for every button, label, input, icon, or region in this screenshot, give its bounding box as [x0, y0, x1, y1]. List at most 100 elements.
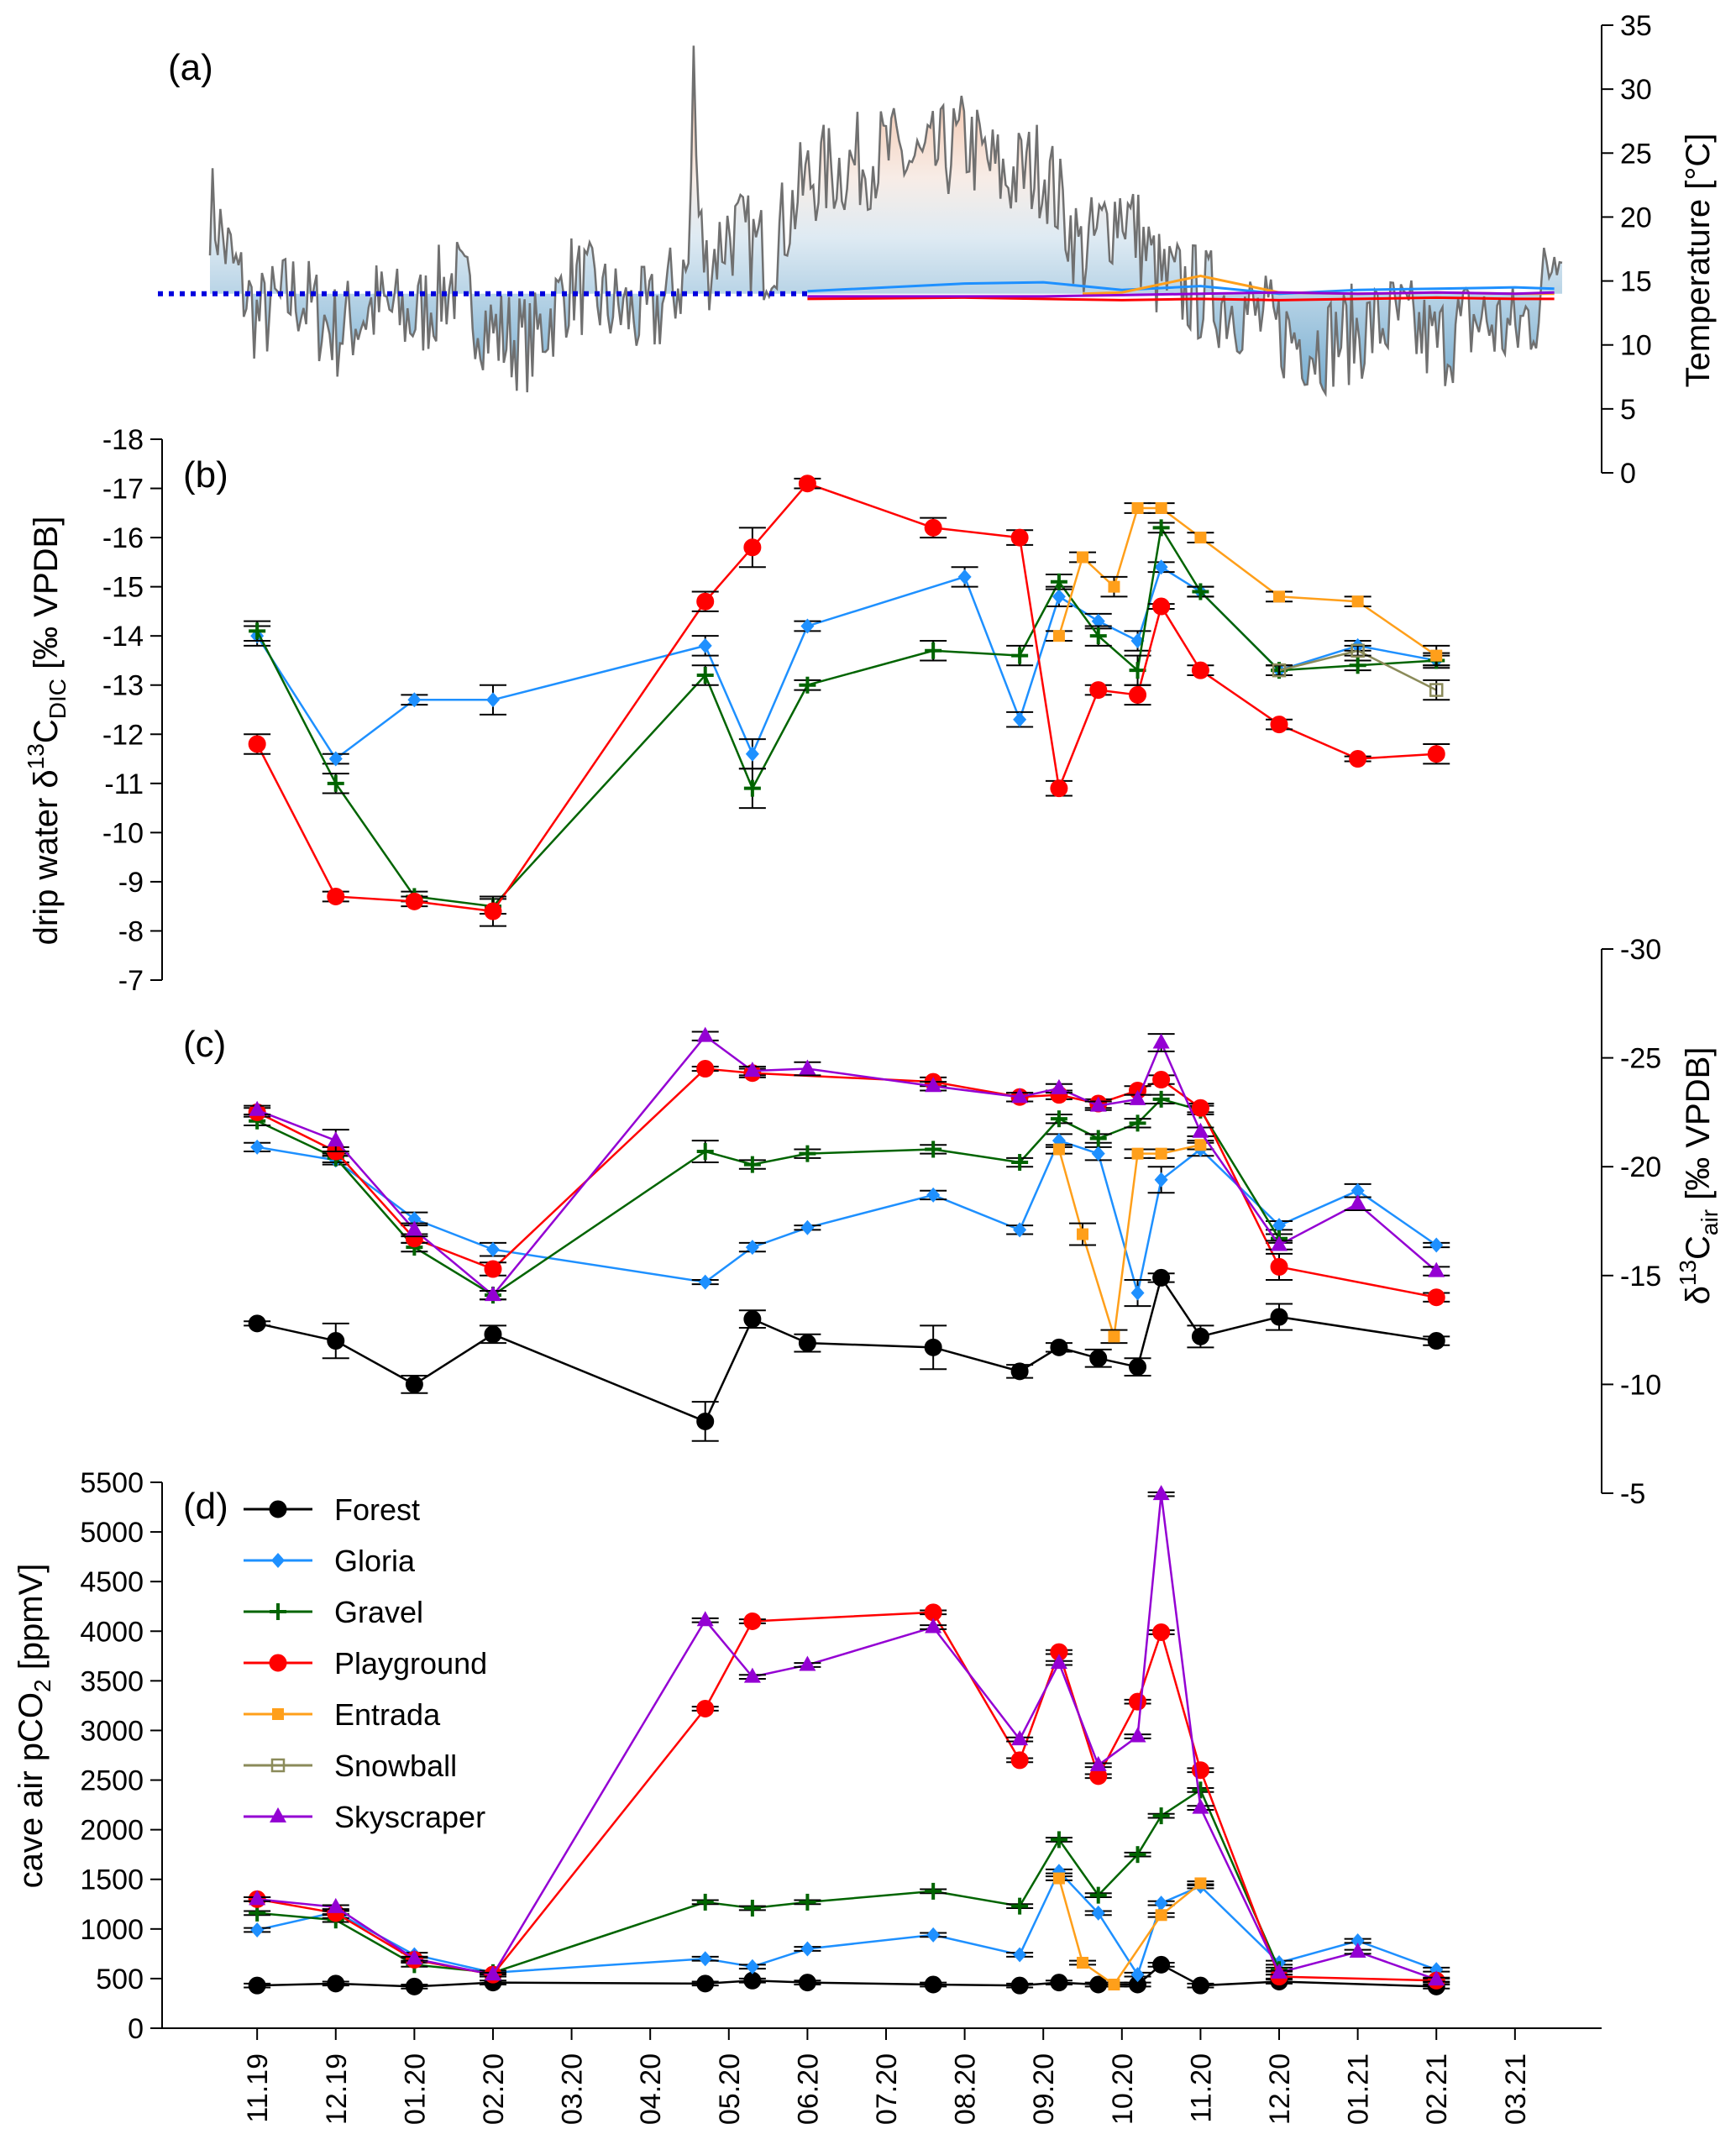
- panel-b-point-playground: [1010, 528, 1029, 547]
- panel-c-point-gravel: [799, 1145, 816, 1162]
- panel-b-point-playground: [696, 592, 715, 611]
- panel-a-y-tick-label: 5: [1620, 394, 1636, 426]
- panel-d-point-gravel: [1089, 1886, 1107, 1904]
- x-tick-label: 05.20: [714, 2053, 746, 2125]
- panel-d-series-gloria: [244, 1864, 1450, 1983]
- panel-d-point-gloria: [1013, 1947, 1027, 1963]
- axis-label-c-sub: air: [1697, 1209, 1723, 1235]
- x-tick-label: 04.20: [635, 2053, 667, 2125]
- panel-c-line-skyscraper: [256, 1034, 1438, 1297]
- panel-d-point-forest: [696, 1974, 715, 1993]
- panel-d-point-forest: [1152, 1955, 1171, 1974]
- panel-c-point-gravel: [1011, 1154, 1029, 1172]
- panel-d-point-forest: [405, 1977, 423, 1995]
- panel-b-point-gravel: [1192, 583, 1209, 600]
- panel-d-point-entrada: [1052, 1872, 1065, 1885]
- panel-c-point-gravel: [1152, 1090, 1170, 1108]
- x-tick-label: 08.20: [950, 2053, 982, 2125]
- panel-b-point-gravel: [249, 622, 266, 640]
- panel-d-point-gravel: [925, 1882, 942, 1900]
- legend-label-forest: Forest: [334, 1492, 420, 1527]
- panel-d-line-forest: [257, 1963, 1437, 1988]
- panel-b-point-entrada: [1273, 590, 1286, 603]
- panel-d-series-gravel: [244, 1781, 1293, 1981]
- panel-b-point-entrada: [1430, 649, 1443, 662]
- panel-b-point-gloria: [800, 618, 815, 634]
- panel-d-point-playground: [1152, 1623, 1171, 1641]
- panel-b-y-tick-label: -14: [102, 621, 144, 653]
- panel-d-point-skyscraper: [1271, 1963, 1288, 1979]
- legend-marker-snowball: [270, 1758, 286, 1773]
- panel-c-point-skyscraper: [406, 1220, 423, 1236]
- legend: Forest Gloria Gravel Playground Entrada Snowb…: [244, 1492, 487, 1834]
- panel-a-y-tick-label: 35: [1620, 10, 1652, 42]
- panel-b-y-tick-label: -9: [118, 867, 144, 899]
- legend-entry-snowball: Snowball: [244, 1749, 457, 1783]
- panel-d-point-forest: [798, 1974, 816, 1992]
- panel-d-point-entrada: [1108, 1979, 1120, 1990]
- panel-c-point-gloria: [745, 1240, 759, 1256]
- panel-d-y-tick-label: 500: [96, 1964, 144, 1995]
- axis-label-b-mid: C: [28, 719, 65, 743]
- legend-entry-playground: Playground: [244, 1646, 487, 1681]
- panel-b-point-gravel: [1011, 647, 1029, 664]
- x-tick-label: 03.20: [557, 2053, 589, 2125]
- panel-d-point-skyscraper: [1011, 1730, 1029, 1746]
- panel-b-point-playground: [405, 892, 423, 910]
- cave-temperature-gloria: [807, 281, 1555, 296]
- panel-c-point-playground: [484, 1260, 502, 1278]
- panel-d-series-skyscraper: [244, 1485, 1450, 1986]
- panel-c-point-entrada: [1052, 1143, 1065, 1156]
- panel-d-y-tick-label: 4000: [80, 1616, 144, 1648]
- axis-label-temperature: Temperature [°C]: [1680, 134, 1717, 388]
- panel-b-point-gravel: [799, 676, 816, 694]
- axis-label-b-prefix: drip water δ: [28, 769, 65, 945]
- panel-c-point-skyscraper: [484, 1286, 501, 1302]
- panel-c-point-forest: [924, 1338, 942, 1356]
- x-tick-label: 03.21: [1500, 2053, 1532, 2125]
- panel-c-point-entrada: [1155, 1147, 1167, 1160]
- panel-b-point-gloria: [1091, 613, 1105, 629]
- x-tick-label: 12.19: [321, 2053, 353, 2125]
- panel-c-point-gloria: [800, 1219, 815, 1235]
- axis-label-b-sub: DIC: [45, 679, 71, 719]
- panel-b-point-gloria: [407, 692, 422, 708]
- shared-x-axis: 11.19 12.19 01.20 02.20 03.20 04.20 05.20 06.20…: [162, 2027, 1602, 2125]
- panel-d-point-entrada: [1155, 1909, 1167, 1922]
- panel-b-point-entrada: [1131, 501, 1144, 514]
- panel-c-point-gloria: [485, 1241, 500, 1257]
- panel-c-point-gravel: [1089, 1130, 1107, 1147]
- legend-entry-gloria: Gloria: [244, 1544, 416, 1578]
- panel-d-point-forest: [327, 1974, 345, 1993]
- panel-b-point-gravel: [1152, 519, 1170, 537]
- panel-label-a: (a): [168, 47, 213, 88]
- panel-b-point-playground: [1427, 745, 1445, 763]
- panel-c-point-gloria: [1130, 1285, 1145, 1301]
- panel-d-point-gravel: [1050, 1831, 1067, 1848]
- panel-c-point-skyscraper: [696, 1026, 714, 1042]
- panel-c-point-skyscraper: [1428, 1261, 1445, 1277]
- axis-label-drip-water: drip water δ13CDIC [‰ VPDB]: [23, 517, 71, 946]
- panel-c-point-gravel: [925, 1141, 942, 1158]
- axis-label-pco2: cave air pCO2 [ppmV]: [13, 1564, 55, 1889]
- panel-b-y-tick-label: -10: [102, 817, 144, 849]
- panel-c-point-forest: [1089, 1349, 1108, 1367]
- panel-d-point-forest: [1050, 1974, 1068, 1992]
- axis-label-d-sub: 2: [29, 1679, 55, 1692]
- panel-c-point-skyscraper: [1271, 1235, 1288, 1251]
- legend-marker-gravel: [270, 1603, 286, 1620]
- panel-d-point-gravel: [1192, 1781, 1209, 1799]
- panel-c-y-tick-label: -30: [1620, 934, 1661, 966]
- panel-c-point-playground: [1427, 1288, 1445, 1307]
- panel-d-y-tick-label: 2500: [80, 1765, 144, 1797]
- panel-b-point-snowball: [1351, 643, 1365, 658]
- panel-c-d13c-air: -5 -10 -15 -20 -25 -30: [244, 934, 1661, 1510]
- panel-b-series-entrada: [1045, 501, 1450, 667]
- panel-b-point-playground: [248, 735, 266, 753]
- panel-b-line-gloria: [256, 565, 1437, 761]
- axis-label-b-suffix: [‰ VPDB]: [28, 517, 65, 679]
- axis-label-c-prefix: δ: [1680, 1286, 1717, 1304]
- panel-b-point-playground: [1152, 597, 1171, 616]
- legend-label-gravel: Gravel: [334, 1595, 423, 1629]
- panel-c-point-forest: [798, 1334, 816, 1352]
